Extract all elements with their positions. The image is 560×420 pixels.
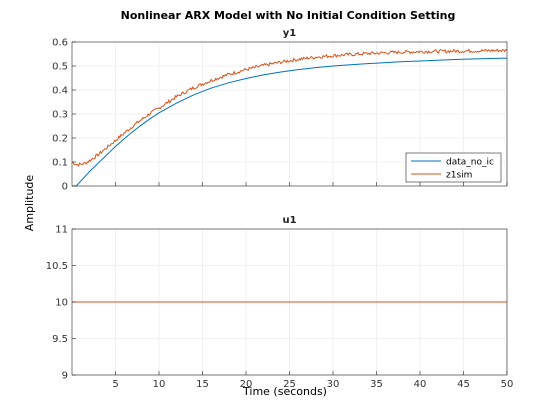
y-tick-label: 9 [62, 371, 68, 382]
ticks-y1: 0 0.1 0.2 0.3 0.4 0.5 0.6 [52, 38, 508, 193]
y-tick-label: 0.6 [52, 38, 68, 49]
y-tick-label: 0.5 [52, 62, 68, 73]
axes-title-u1: u1 [282, 215, 296, 226]
ticks-u1: 5 10 15 20 25 30 35 40 45 50 9 9.5 10 10.5 11 [46, 225, 514, 391]
y-tick-label: 0.3 [52, 110, 68, 121]
x-tick-label: 45 [457, 379, 470, 390]
x-tick-label: 5 [112, 379, 118, 390]
x-tick-label: 10 [153, 379, 166, 390]
y-tick-label: 10 [55, 298, 68, 309]
x-tick-label: 25 [283, 379, 296, 390]
y-tick-label: 0 [62, 182, 68, 193]
series-line-z1sim [71, 48, 508, 167]
legend-entry-data_no_ic: data_no_ic [446, 158, 494, 168]
x-tick-label: 20 [240, 379, 253, 390]
y-axis-label: Amplitude [23, 175, 36, 232]
x-tick-label: 30 [327, 379, 340, 390]
y-tick-label: 0.2 [52, 134, 68, 145]
x-tick-label: 35 [370, 379, 383, 390]
legend: data_no_ic z1sim [405, 152, 502, 183]
axes-y1: 0 0.1 0.2 0.3 0.4 0.5 0.6 y1 data_no_ic z1sim [52, 28, 508, 193]
x-axis-label: Time (seconds) [242, 385, 327, 398]
chart-title: Nonlinear ARX Model with No Initial Cond… [121, 9, 456, 22]
y-tick-label: 0.1 [52, 158, 68, 169]
legend-entry-z1sim: z1sim [446, 171, 472, 181]
axes-title-y1: y1 [283, 28, 297, 39]
y-tick-label: 0.4 [52, 86, 68, 97]
y-tick-label: 9.5 [52, 334, 68, 345]
legend-box [405, 152, 502, 183]
axes-u1: 5 10 15 20 25 30 35 40 45 50 9 9.5 10 10.5 11 u1 [46, 215, 514, 390]
x-tick-label: 50 [501, 379, 514, 390]
x-tick-label: 15 [196, 379, 209, 390]
y-tick-label: 10.5 [46, 261, 68, 272]
series-line-data_no_ic [72, 57, 508, 187]
x-tick-label: 40 [414, 379, 427, 390]
y-tick-label: 11 [55, 225, 68, 236]
series-y1 [71, 48, 508, 187]
